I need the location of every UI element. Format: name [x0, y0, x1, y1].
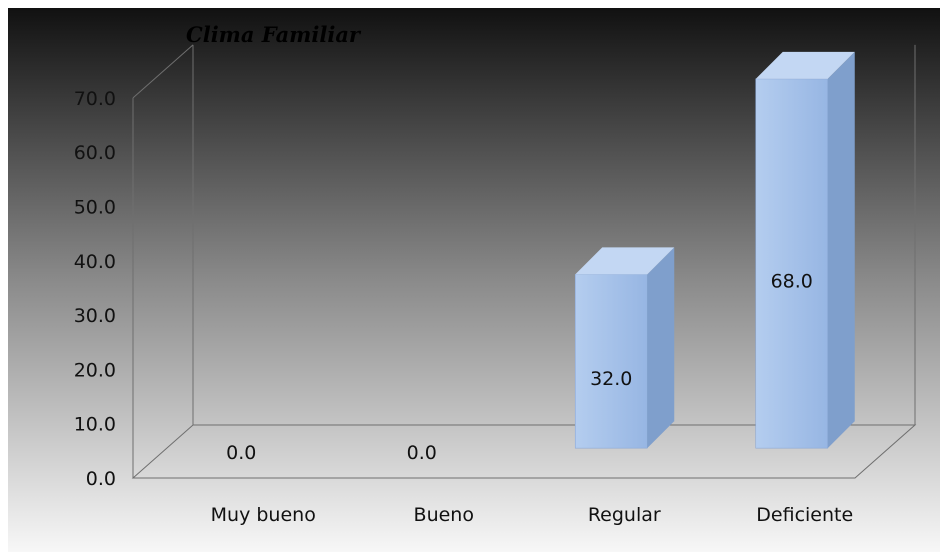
x-category-label: Bueno [414, 504, 474, 526]
x-category-label: Deficiente [756, 504, 853, 526]
bar-front-face [574, 274, 648, 449]
bar-top-face [755, 51, 855, 79]
x-category-label: Regular [588, 504, 661, 526]
x-category-label: Muy bueno [211, 504, 316, 526]
y-tick-label: 20.0 [74, 359, 116, 381]
y-tick-label: 40.0 [74, 251, 116, 273]
y-tick-label: 50.0 [74, 197, 116, 219]
chart-title: Clima Familiar [186, 22, 362, 47]
bar-deficiente [755, 51, 855, 449]
data-label: 0.0 [407, 442, 437, 464]
data-label: 0.0 [226, 442, 256, 464]
y-tick-label: 10.0 [74, 414, 116, 436]
bar-side-face [647, 247, 675, 449]
bar-regular [574, 247, 675, 449]
y-tick-label: 70.0 [74, 88, 116, 110]
bar-top-face [575, 247, 675, 275]
y-tick-label: 60.0 [74, 142, 116, 164]
bar-front-face [755, 78, 829, 449]
data-label: 32.0 [590, 368, 632, 390]
chart-floor [131, 424, 917, 479]
side-wall-top-edge [132, 44, 194, 99]
y-tick-label: 30.0 [74, 305, 116, 327]
data-label: 68.0 [771, 270, 813, 292]
y-tick-label: 0.0 [86, 468, 116, 490]
bar-side-face [827, 51, 855, 449]
